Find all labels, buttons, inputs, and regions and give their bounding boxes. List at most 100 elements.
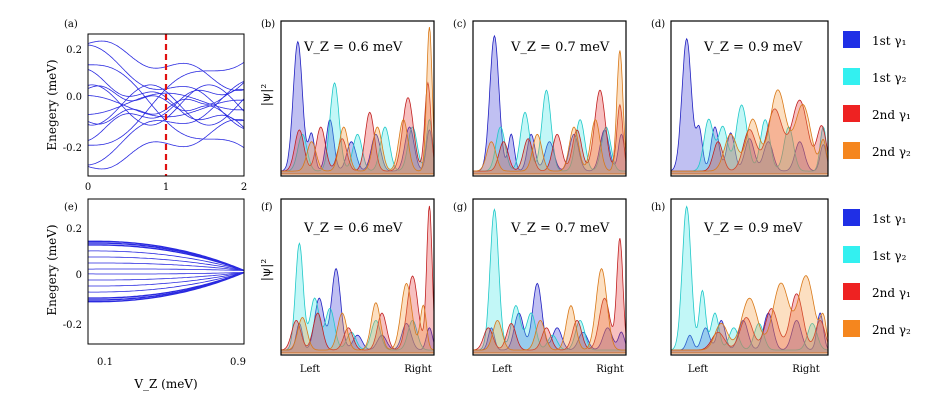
ytick-a-1: 0.0 — [66, 92, 82, 103]
panel-h: (h) V_Z = 0.9 meV Left Right — [651, 198, 829, 375]
ytick-e-2: -0.2 — [63, 320, 82, 331]
panel-label-d: (d) — [651, 19, 665, 30]
legend-label-2nd-g2: 2nd γ₂ — [872, 323, 911, 337]
legend-label-2nd-g1: 2nd γ₁ — [872, 286, 911, 300]
legend-swatch-2nd-g2 — [843, 142, 860, 159]
panel-label-f: (f) — [261, 202, 273, 213]
title-c: V_Z = 0.7 meV — [510, 40, 610, 55]
band-line-e-4 — [88, 256, 245, 271]
xtick-a-2: 2 — [241, 182, 247, 193]
area-d-series-3 — [670, 89, 829, 175]
area-c-series-0 — [472, 34, 627, 175]
frame-c — [472, 20, 627, 177]
band-line-a-7 — [87, 84, 245, 126]
title-f: V_Z = 0.6 meV — [303, 221, 403, 236]
ylabel-e: Enegery (meV) — [45, 224, 59, 315]
panel-c: (c) V_Z = 0.7 meV — [453, 19, 627, 177]
xlabel-e: V_Z (meV) — [133, 377, 197, 391]
title-h: V_Z = 0.9 meV — [703, 221, 803, 236]
panel-label-b: (b) — [261, 19, 275, 30]
legend-swatch-2nd-g1 — [843, 105, 860, 122]
legend-label-1st-g1: 1st γ₁ — [872, 212, 906, 226]
xtick-h-right: Right — [792, 364, 820, 375]
band-line-e-9 — [88, 272, 245, 287]
xtick-a-1: 1 — [163, 182, 169, 193]
frame-e — [87, 198, 245, 345]
area-c-series-3 — [472, 50, 627, 175]
band-line-e-8 — [88, 272, 245, 281]
areas-f — [280, 205, 435, 354]
legend-bottom: 1st γ₁ 1st γ₂ 2nd γ₁ 2nd γ₂ — [843, 209, 911, 337]
legend-swatch-1st-g2 — [843, 246, 860, 263]
frame-f — [280, 198, 435, 356]
legend-label-2nd-g1: 2nd γ₁ — [872, 108, 911, 122]
band-line-e-3 — [87, 250, 245, 271]
title-g: V_Z = 0.7 meV — [510, 221, 610, 236]
xtick-f-left: Left — [300, 364, 320, 375]
area-b-series-0 — [280, 40, 435, 175]
band-line-a-8 — [87, 92, 244, 115]
legend-label-1st-g2: 1st γ₂ — [872, 249, 907, 263]
area-h-series-1 — [670, 205, 829, 354]
ylabel-b: |ψ|² — [259, 84, 273, 106]
ylabel-a: Enegery (meV) — [45, 59, 59, 150]
area-f-series-2 — [280, 205, 435, 354]
ytick-e-0: 0.2 — [66, 224, 82, 235]
frame-a — [87, 33, 245, 177]
panel-label-g: (g) — [453, 202, 467, 213]
area-f-series-3 — [280, 282, 435, 354]
panel-label-e: (e) — [64, 202, 78, 213]
title-d: V_Z = 0.9 meV — [703, 40, 803, 55]
band-line-a-12 — [87, 80, 245, 166]
legend-swatch-2nd-g2 — [843, 320, 860, 337]
panel-label-a: (a) — [64, 19, 78, 30]
area-b-series-3 — [280, 26, 435, 175]
area-f-series-1 — [280, 242, 435, 354]
area-f-series-0 — [280, 267, 435, 354]
band-line-e-10 — [87, 272, 245, 293]
band-line-e-13 — [88, 271, 245, 303]
legend-swatch-1st-g2 — [843, 68, 860, 85]
band-line-a-4 — [87, 85, 245, 122]
panel-e: (e) 0.2 0 -0.2 0.1 0.9 Enegery (meV) V_Z… — [45, 198, 246, 391]
area-d-series-1 — [670, 104, 829, 175]
area-b-series-1 — [280, 82, 435, 175]
frame-d — [670, 20, 829, 177]
legend-swatch-1st-g1 — [843, 209, 860, 226]
panel-label-h: (h) — [651, 202, 665, 213]
legend-label-2nd-g2: 2nd γ₂ — [872, 145, 911, 159]
band-line-a-10 — [87, 82, 245, 141]
xtick-f-right: Right — [404, 364, 432, 375]
legend-swatch-2nd-g1 — [843, 283, 860, 300]
areas-h — [670, 205, 829, 354]
legend-top: 1st γ₁ 1st γ₂ 2nd γ₁ 2nd γ₂ — [843, 31, 911, 159]
xtick-e-0: 0.1 — [97, 357, 113, 368]
xtick-e-1: 0.9 — [230, 357, 246, 368]
areas-g — [472, 208, 627, 354]
panel-b: (b) V_Z = 0.6 meV |ψ|² — [259, 19, 435, 177]
legend-label-1st-g1: 1st γ₁ — [872, 34, 906, 48]
area-c-series-1 — [472, 89, 627, 175]
band-line-a-13 — [87, 119, 245, 170]
legend-swatch-1st-g1 — [843, 31, 860, 48]
legend-label-1st-g2: 1st γ₂ — [872, 71, 907, 85]
areas-b — [280, 26, 435, 175]
xtick-g-left: Left — [492, 364, 512, 375]
area-g-series-3 — [472, 267, 627, 354]
panel-label-c: (c) — [453, 19, 467, 30]
band-line-e-5 — [88, 262, 245, 271]
ytick-e-1: 0 — [76, 270, 82, 281]
area-g-series-2 — [472, 238, 627, 354]
areas-d — [670, 37, 829, 175]
ytick-a-2: -0.2 — [63, 143, 82, 154]
area-c-series-2 — [472, 89, 627, 175]
panel-d: (d) V_Z = 0.9 meV — [651, 19, 829, 177]
title-b: V_Z = 0.6 meV — [303, 40, 403, 55]
panel-a: (a) 0.2 0.0 -0.2 0 1 2 Enegery (meV) — [45, 19, 247, 193]
frame-h — [670, 198, 829, 356]
band-lines-e — [87, 240, 245, 303]
ylabel-f: |ψ|² — [259, 259, 273, 281]
ytick-a-0: 0.2 — [66, 45, 82, 56]
area-g-series-1 — [472, 208, 627, 354]
frame-b — [280, 20, 435, 177]
